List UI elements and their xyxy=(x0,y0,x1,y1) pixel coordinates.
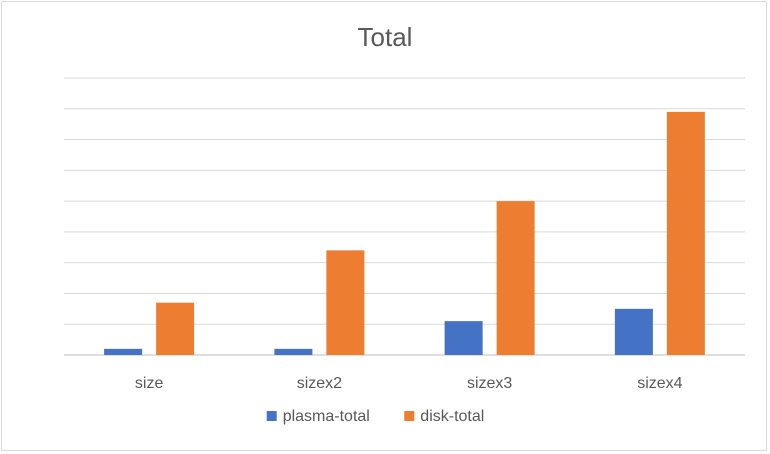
plasma-total-bar xyxy=(444,321,483,355)
chart-title: Total xyxy=(358,22,413,52)
plasma-total-bar xyxy=(614,308,653,355)
plasma-total-bar xyxy=(104,348,143,355)
x-tick-label: sizex2 xyxy=(297,375,342,392)
disk-total-bar xyxy=(666,111,705,355)
x-tick-label: sizex4 xyxy=(637,375,682,392)
plasma-total-legend-swatch xyxy=(266,411,277,421)
disk-total-bar xyxy=(156,302,195,355)
legend-label: disk-total xyxy=(420,408,484,425)
x-tick-label: sizex3 xyxy=(467,375,512,392)
legend: plasma-total disk-total xyxy=(266,408,484,425)
x-tick-label: size xyxy=(135,375,164,392)
plasma-total-bar xyxy=(274,348,313,355)
disk-total-bar xyxy=(326,250,365,355)
x-tick-labels: size sizex2 sizex3 sizex4 xyxy=(135,375,683,392)
legend-label: plasma-total xyxy=(283,408,370,425)
disk-total-bar xyxy=(496,201,535,355)
disk-total-legend-swatch xyxy=(404,411,415,421)
bars xyxy=(104,111,705,355)
